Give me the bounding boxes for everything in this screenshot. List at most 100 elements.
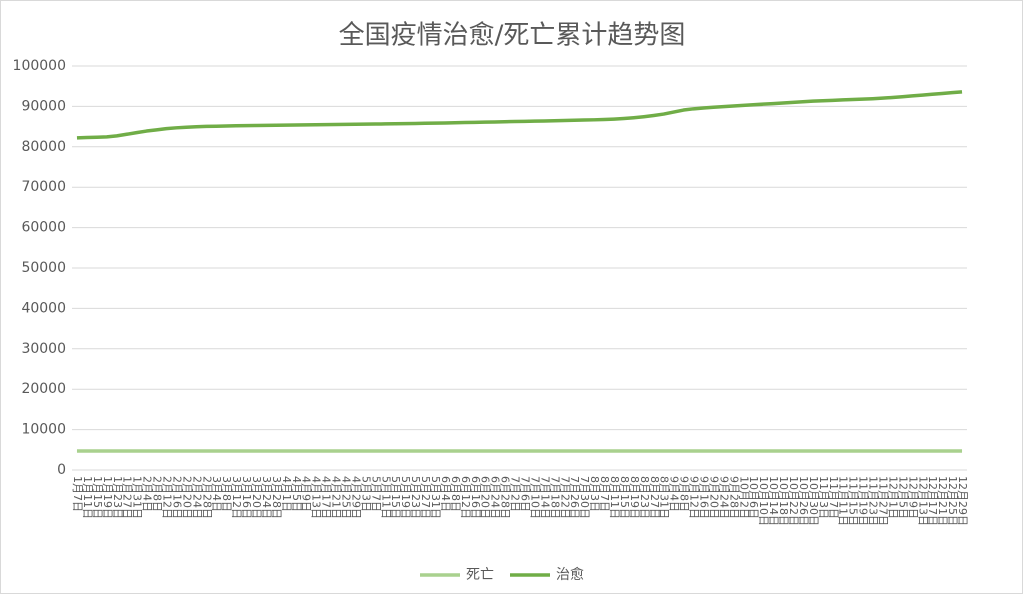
x-tick-label: 7月2日 [509,476,522,512]
x-tick-label: 9月24日 [717,476,730,519]
x-tick-label: 8月7日 [598,476,611,512]
x-tick-label: 4月5日 [290,476,303,512]
series-line [76,90,963,140]
y-tick-label: 90000 [21,98,66,114]
y-tick-label: 50000 [21,260,66,276]
x-tick-label: 7月30日 [578,476,591,519]
x-tick-label: 9月8日 [678,476,691,512]
legend-label: 死亡 [466,567,494,583]
x-tick-label: 3月16日 [240,476,253,519]
x-tick-label: 1月23日 [111,476,124,519]
x-tick-label: 4月1日 [280,476,293,512]
x-tick-label: 2月24日 [190,476,203,519]
x-tick-label: 10月6日 [747,476,760,519]
x-tick-label: 2月16日 [170,476,183,519]
x-tick-label: 4月25日 [339,476,352,519]
x-tick-label: 5月3日 [359,476,372,512]
x-tick-label: 4月21日 [330,476,343,519]
x-tick-label: 5月7日 [369,476,382,512]
x-tick-label: 10月18日 [777,476,790,526]
x-tick-label: 3月20日 [250,476,263,519]
y-tick-label: 80000 [21,139,66,155]
x-tick-label: 3月8日 [220,476,233,512]
x-tick-label: 2月12日 [160,476,173,519]
x-tick-label: 12月21日 [936,476,949,526]
x-tick-label: 8月23日 [638,476,651,519]
x-tick-label: 11月11日 [837,476,850,526]
x-tick-label: 5月31日 [429,476,442,519]
x-tick-label: 3月28日 [270,476,283,519]
x-tick-label: 3月24日 [260,476,273,519]
x-tick-label: 11月7日 [827,476,840,519]
x-tick-label: 7月10日 [528,476,541,519]
x-tick-label: 6月8日 [449,476,462,512]
x-tick-label: 7月14日 [538,476,551,519]
x-tick-label: 4月17日 [320,476,333,519]
x-tick-label: 10月26日 [797,476,810,526]
x-tick-label: 10月22日 [787,476,800,526]
x-tick-label: 5月27日 [419,476,432,519]
x-tick-label: 1月7日 [71,476,84,512]
x-tick-label: 1月15日 [91,476,104,519]
x-tick-label: 12月5日 [896,476,909,519]
x-tick-label: 4月13日 [310,476,323,519]
y-tick-label: 10000 [21,422,66,438]
x-tick-label: 7月18日 [548,476,561,519]
x-tick-label: 9月16日 [697,476,710,519]
x-tick-label: 1月31日 [131,476,144,519]
x-tick-label: 8月31日 [658,476,671,519]
x-tick-label: 5月23日 [409,476,422,519]
y-tick-label: 100000 [13,58,66,74]
x-tick-label: 9月12日 [688,476,701,519]
x-tick-label: 11月15日 [847,476,860,526]
y-tick-label: 0 [57,462,66,478]
x-tick-label: 7月6日 [518,476,531,512]
x-tick-label: 8月27日 [648,476,661,519]
x-tick-label: 2月8日 [151,476,164,512]
x-tick-label: 8月19日 [628,476,641,519]
x-tick-label: 5月11日 [379,476,392,519]
x-tick-label: 5月19日 [399,476,412,519]
x-tick-label: 1月19日 [101,476,114,519]
x-tick-label: 10月14日 [767,476,780,526]
chart-title: 全国疫情治愈/死亡累计趋势图 [339,21,686,51]
legend-label: 治愈 [556,567,584,583]
x-tick-label: 12月25日 [946,476,959,526]
x-tick-label: 11月23日 [867,476,880,526]
x-tick-label: 12月13日 [916,476,929,526]
x-tick-label: 9月4日 [668,476,681,512]
x-tick-label: 6月20日 [479,476,492,519]
x-tick-label: 12月29日 [956,476,969,526]
x-tick-label: 1月27日 [121,476,134,519]
x-tick-label: 12月9日 [906,476,919,519]
x-tick-label: 12月1日 [886,476,899,519]
x-tick-label: 6月28日 [499,476,512,519]
x-tick-label: 3月4日 [210,476,223,512]
y-tick-label: 30000 [21,341,66,357]
x-tick-label: 7月26日 [568,476,581,519]
x-tick-label: 12月17日 [926,476,939,526]
x-tick-label: 9月28日 [727,476,740,519]
x-tick-label: 3月12日 [230,476,243,519]
y-tick-label: 70000 [21,179,66,195]
x-tick-label: 10月2日 [737,476,750,519]
y-tick-label: 60000 [21,220,66,236]
x-tick-label: 8月15日 [618,476,631,519]
x-tick-label: 11月19日 [857,476,870,526]
x-tick-label: 6月16日 [469,476,482,519]
x-tick-label: 1月11日 [81,476,94,519]
y-tick-label: 40000 [21,300,66,316]
x-tick-label: 6月12日 [459,476,472,519]
x-tick-label: 2月20日 [180,476,193,519]
x-tick-label: 7月22日 [558,476,571,519]
y-tick-label: 20000 [21,381,66,397]
x-tick-label: 6月24日 [489,476,502,519]
x-tick-label: 4月29日 [349,476,362,519]
x-tick-label: 8月11日 [608,476,621,519]
x-tick-label: 2月28日 [200,476,213,519]
x-tick-label: 6月4日 [439,476,452,512]
x-tick-label: 4月9日 [300,476,313,512]
x-tick-label: 8月3日 [588,476,601,512]
